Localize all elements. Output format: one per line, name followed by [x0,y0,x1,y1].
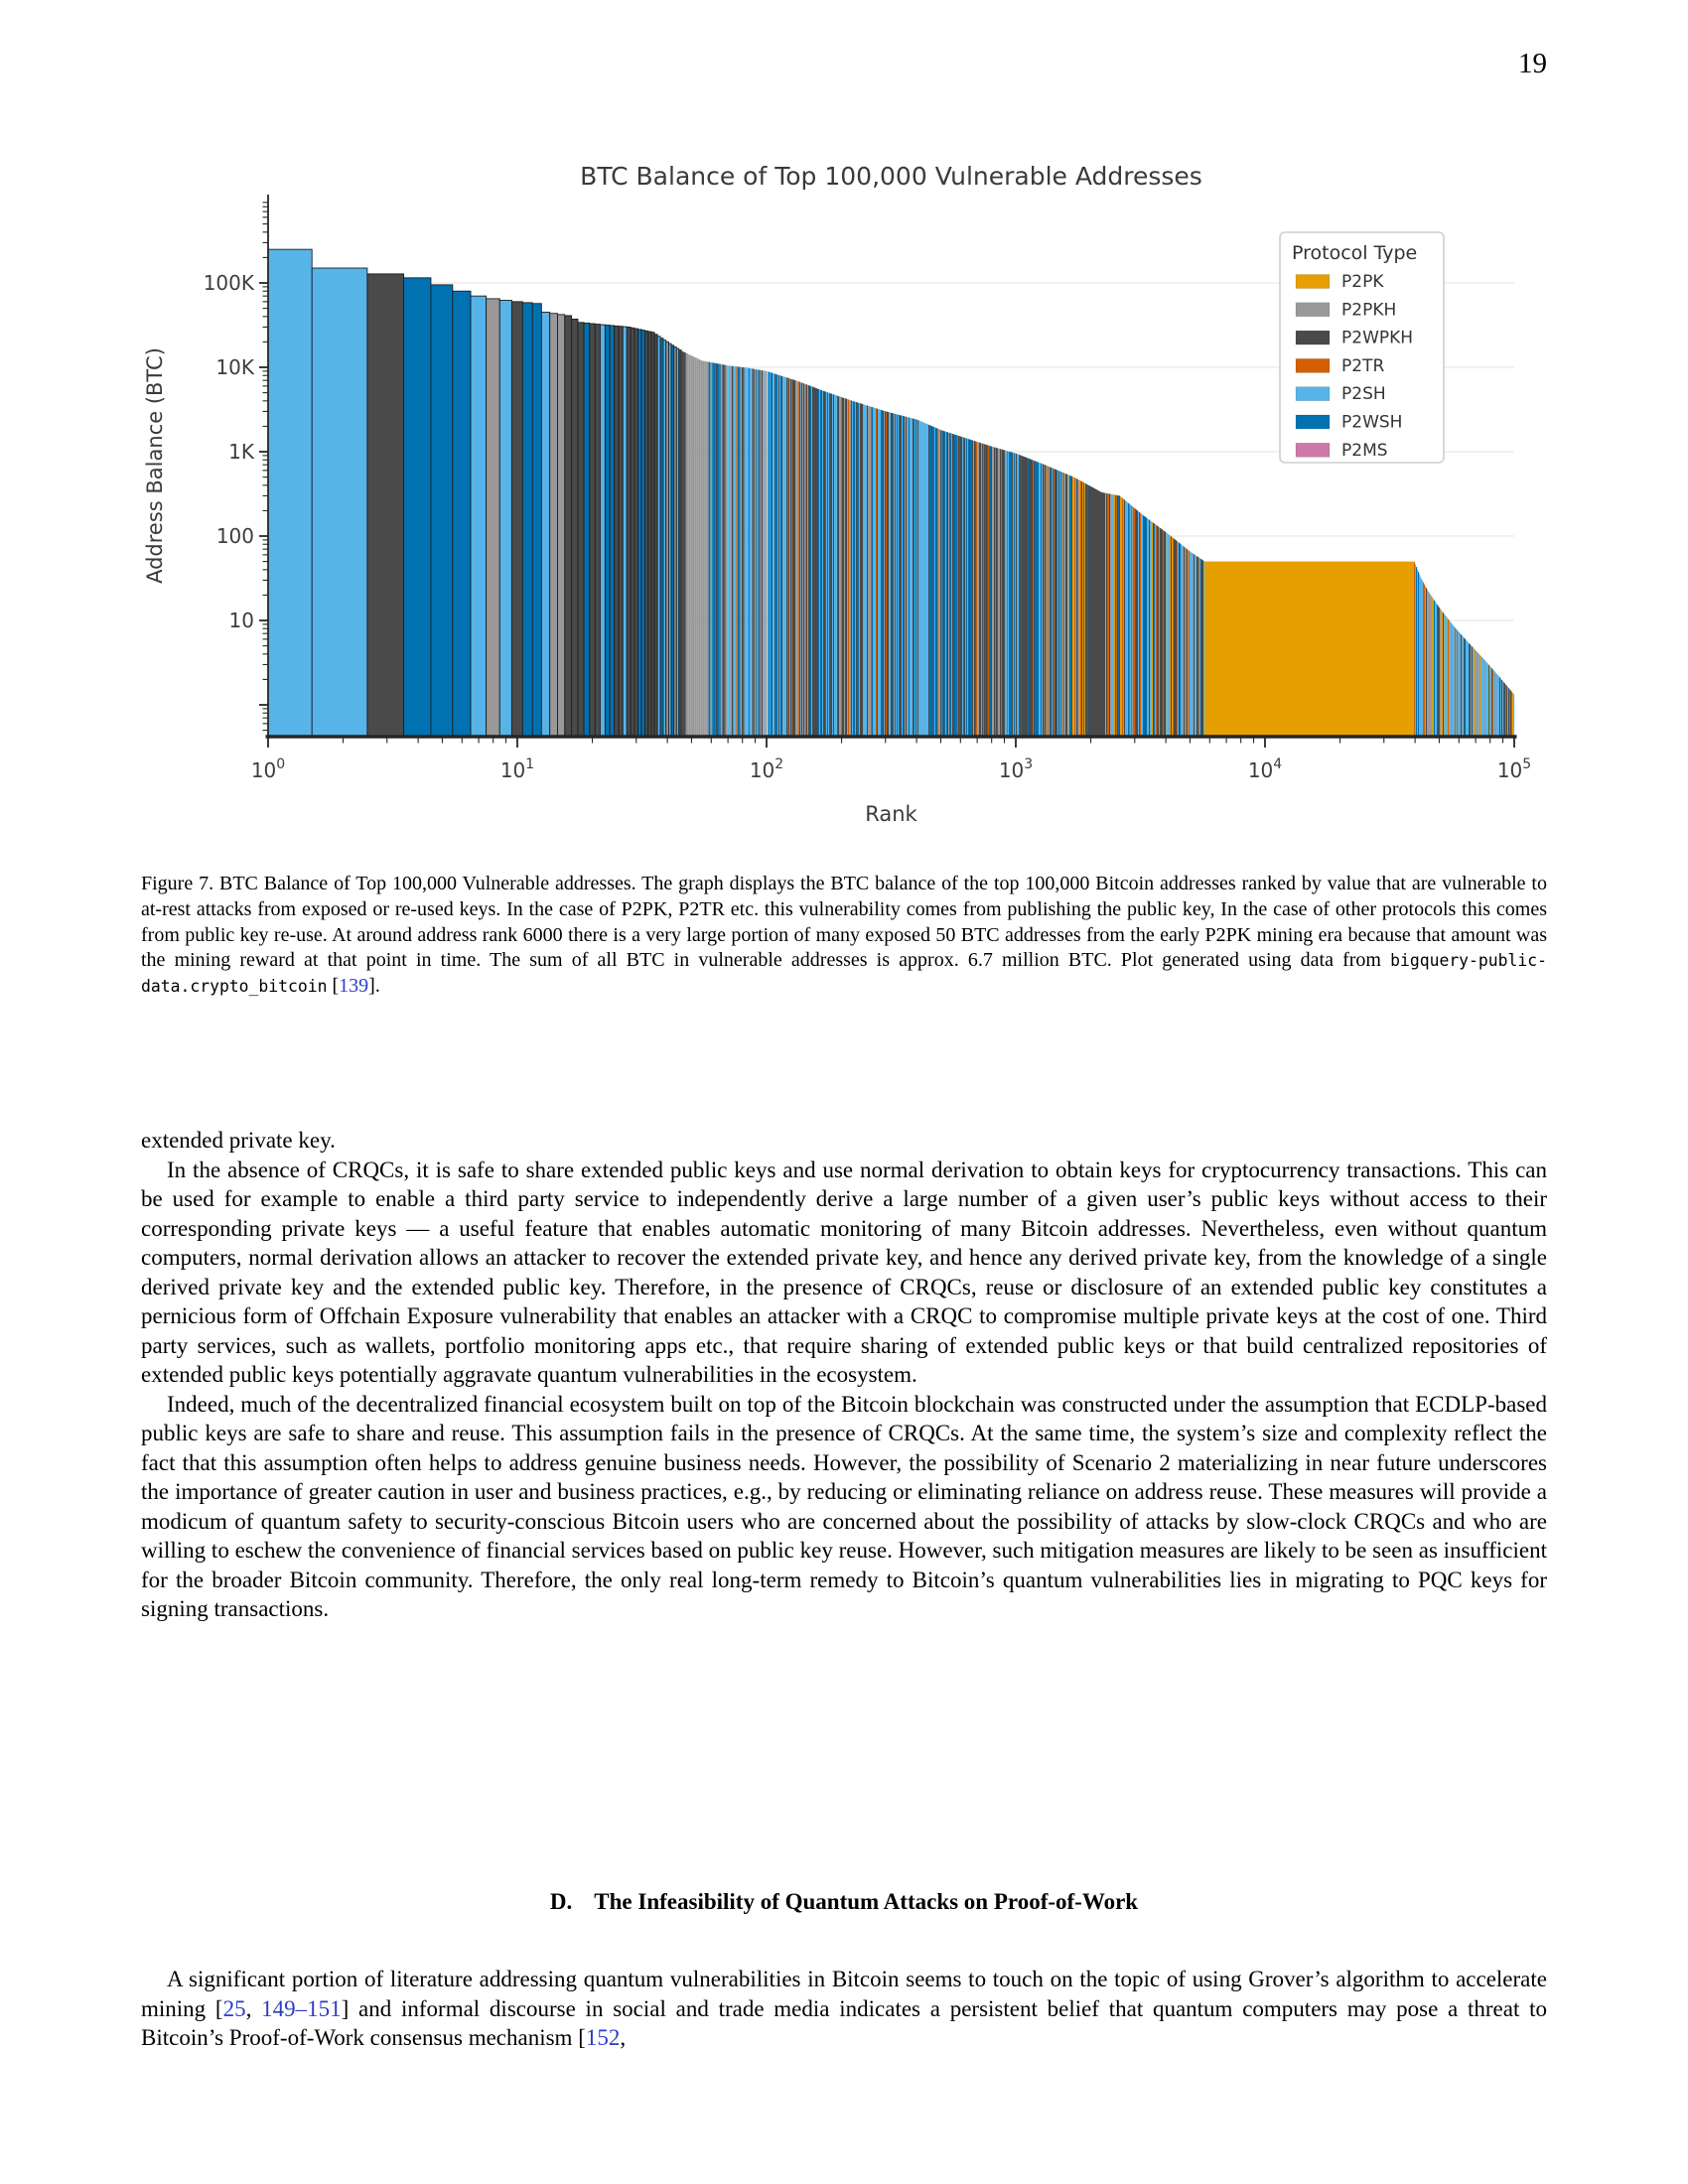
paragraph: A significant portion of literature addr… [141,1965,1547,2053]
x-tick-label: 100 [251,756,285,782]
bars-group [267,248,1515,738]
y-tick-label: 10 [229,609,254,632]
legend-swatch-P2PK [1295,274,1331,289]
y-tick-label: 100K [204,271,255,295]
figure-7: BTC Balance of Top 100,000 Vulnerable Ad… [0,0,1688,844]
text-run: , [620,2025,627,2050]
legend-entry-P2WPKH: P2WPKH [1341,329,1413,348]
text-run: [ [327,975,340,998]
y-tick-label: 10K [215,355,254,379]
legend-title: Protocol Type [1292,242,1417,264]
section-heading: D. The Infeasibility of Quantum Attacks o… [141,1889,1547,1915]
text-run: In the absence of CRQCs, it is safe to s… [141,1157,1547,1388]
x-tick-label: 105 [1497,756,1531,782]
citation-link[interactable]: 152 [585,2025,621,2050]
axes: 100K 10K 1K 100 10 100 101 102 103 104 105 [204,195,1531,782]
body-text: extended private key. In the absence of … [141,1126,1547,1624]
legend-entry-P2WSH: P2WSH [1341,413,1402,433]
x-tick-label: 102 [750,756,783,782]
legend-box [1279,231,1445,464]
text-run: ]. [368,975,380,998]
section-title: The Infeasibility of Quantum Attacks on … [594,1888,1139,1914]
x-axis-label: Rank [865,802,917,826]
code-text: bigquery-public-data.crypto_bitcoin [141,951,1547,997]
legend-entry-P2PK: P2PK [1341,272,1384,292]
legend-swatch-P2WPKH [1295,330,1331,345]
y-axis-label: Address Balance (BTC) [143,347,167,584]
text-run: ] and informal discourse in social and t… [141,1995,1547,2051]
legend-swatch-P2MS [1295,442,1331,458]
x-tick-label: 104 [1248,756,1282,782]
y-tick-label: 1K [228,440,255,464]
y-tick-label: 100 [216,524,254,548]
chart-title: BTC Balance of Top 100,000 Vulnerable Ad… [580,162,1202,191]
paragraph-continuation: extended private key. [141,1126,1547,1156]
btc-balance-chart: BTC Balance of Top 100,000 Vulnerable Ad… [143,162,1531,826]
text-run: extended private key. [141,1128,336,1153]
figure-caption: Figure 7. BTC Balance of Top 100,000 Vul… [141,872,1547,1000]
section-label: D. [549,1888,573,1914]
legend-entry-P2MS: P2MS [1341,441,1388,461]
legend-entry-P2PKH: P2PKH [1341,300,1396,320]
text-run: , [245,1995,262,2021]
text-run: Indeed, much of the decentralized financ… [141,1391,1547,1622]
citation-link[interactable]: 25 [222,1995,246,2021]
legend-entry-P2SH: P2SH [1341,384,1386,404]
legend-swatch-P2TR [1295,358,1331,373]
legend-swatch-P2WSH [1295,414,1331,430]
page-number: 19 [1518,48,1547,79]
legend-swatch-P2SH [1295,386,1331,402]
x-tick-label: 101 [500,756,534,782]
citation-link[interactable]: 139 [339,975,369,998]
citation-link[interactable]: 149–151 [261,1995,342,2021]
x-tick-label: 103 [999,756,1033,782]
legend-swatch-P2PKH [1295,302,1331,318]
legend: Protocol Type P2PK P2PKH P2WPKH P2TR P2SH P2WS… [1279,231,1445,464]
legend-entry-P2TR: P2TR [1341,356,1384,376]
paragraph: Indeed, much of the decentralized financ… [141,1390,1547,1624]
text-run: Figure 7. BTC Balance of Top 100,000 Vul… [141,873,1547,972]
paragraph: In the absence of CRQCs, it is safe to s… [141,1156,1547,1390]
text-run: A significant portion of literature addr… [141,1967,1547,2021]
